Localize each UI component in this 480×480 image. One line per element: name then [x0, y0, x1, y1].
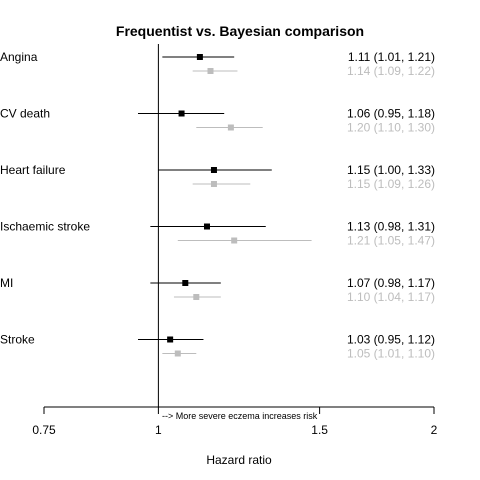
- bayesian-point: [193, 294, 200, 300]
- forest-rows: Angina 1.11 (1.01, 1.21)1.14 (1.09, 1.22)…: [0, 50, 435, 361]
- frequentist-point: [178, 110, 185, 117]
- x-tick-label: 1: [155, 423, 162, 437]
- x-tick-label: 0.75: [32, 423, 56, 437]
- x-tick-label: 1.5: [311, 423, 328, 437]
- bayesian-estimate-text: 1.15 (1.09, 1.26): [347, 177, 435, 191]
- outcome-row: Ischaemic stroke 1.13 (0.98, 1.31)1.21 (1…: [0, 220, 435, 248]
- outcome-row: Angina 1.11 (1.01, 1.21)1.14 (1.09, 1.22): [0, 50, 435, 78]
- frequentist-point: [203, 223, 210, 230]
- x-axis: --> More severe eczema increases risk 0.…: [32, 406, 438, 437]
- bayesian-estimate-text: 1.05 (1.01, 1.10): [347, 347, 435, 361]
- outcome-row: Stroke 1.03 (0.95, 1.12)1.05 (1.01, 1.10): [0, 333, 435, 361]
- frequentist-estimate-text: 1.11 (1.01, 1.21): [348, 50, 435, 64]
- outcome-label: Ischaemic stroke: [0, 220, 90, 234]
- x-axis-label: Hazard ratio: [206, 453, 272, 467]
- bayesian-point: [207, 68, 214, 74]
- outcome-label: Angina: [0, 50, 38, 64]
- chart-title: Frequentist vs. Bayesian comparison: [116, 23, 364, 39]
- outcome-row: CV death 1.06 (0.95, 1.18)1.20 (1.10, 1.3…: [0, 107, 435, 135]
- bayesian-point: [210, 181, 217, 187]
- direction-annotation: --> More severe eczema increases risk: [162, 411, 318, 421]
- frequentist-estimate-text: 1.06 (0.95, 1.18): [347, 107, 435, 121]
- bayesian-point: [174, 350, 181, 357]
- outcome-row: MI 1.07 (0.98, 1.17)1.10 (1.04, 1.17): [0, 276, 435, 304]
- frequentist-estimate-text: 1.07 (0.98, 1.17): [347, 276, 435, 290]
- bayesian-point: [227, 124, 234, 131]
- bayesian-estimate-text: 1.20 (1.10, 1.30): [347, 121, 435, 135]
- x-tick-label: 2: [431, 423, 438, 437]
- frequentist-estimate-text: 1.03 (0.95, 1.12): [347, 333, 435, 347]
- outcome-label: MI: [0, 276, 13, 290]
- bayesian-estimate-text: 1.21 (1.05, 1.47): [347, 234, 435, 248]
- frequentist-estimate-text: 1.13 (0.98, 1.31): [347, 220, 435, 234]
- outcome-label: CV death: [0, 107, 50, 121]
- outcome-row: Heart failure 1.15 (1.00, 1.33)1.15 (1.09…: [0, 163, 435, 191]
- bayesian-estimate-text: 1.10 (1.04, 1.17): [347, 290, 435, 304]
- frequentist-point: [182, 280, 189, 286]
- bayesian-point: [231, 237, 238, 244]
- frequentist-point: [167, 336, 174, 343]
- outcome-label: Heart failure: [0, 163, 66, 177]
- bayesian-estimate-text: 1.14 (1.09, 1.22): [347, 64, 435, 78]
- frequentist-point: [196, 54, 203, 60]
- outcome-label: Stroke: [0, 333, 35, 347]
- frequentist-point: [210, 167, 217, 173]
- frequentist-estimate-text: 1.15 (1.00, 1.33): [347, 163, 435, 177]
